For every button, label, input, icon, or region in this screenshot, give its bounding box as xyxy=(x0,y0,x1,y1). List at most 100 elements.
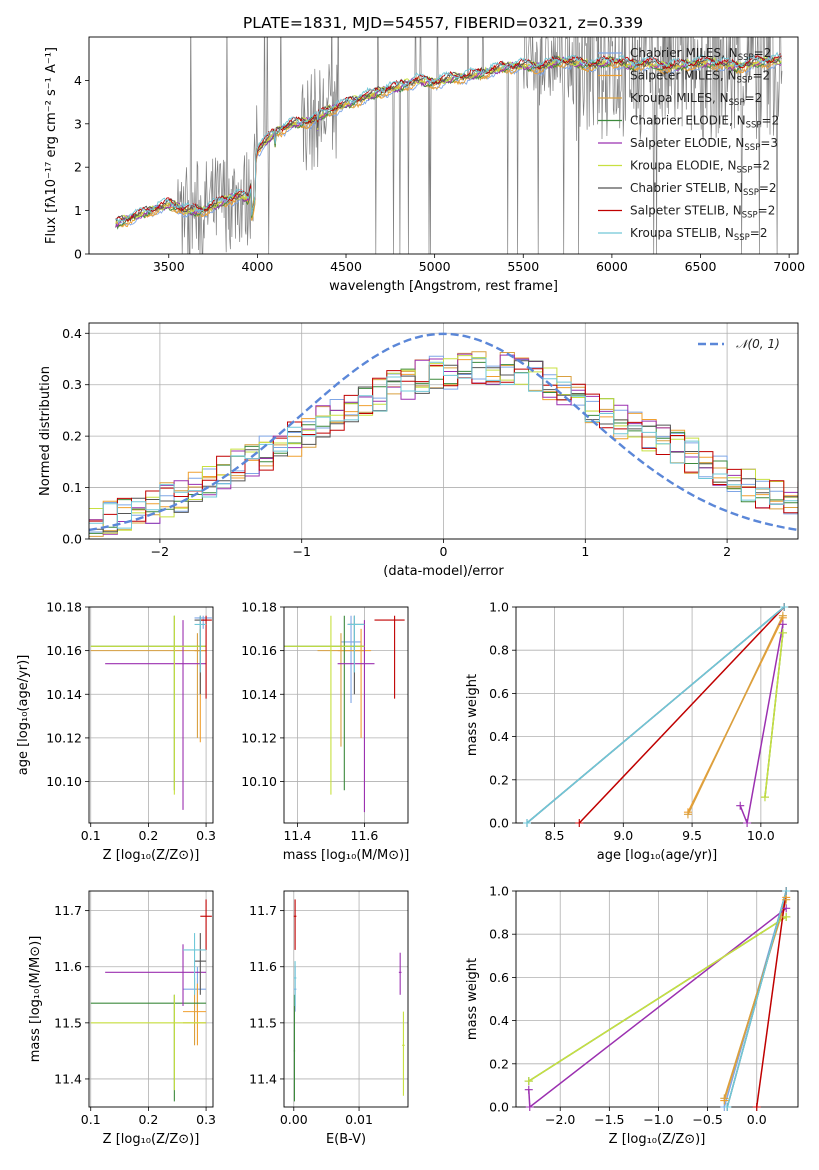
legend-entry-chabrier-miles: Chabrier MILES, NSSP=2 xyxy=(630,46,771,63)
y-tick-label: 0.6 xyxy=(489,970,509,985)
y-tick-label: 3 xyxy=(74,116,82,131)
y-tick-label: 11.5 xyxy=(54,1015,82,1030)
errorbar-kroupa-stelib xyxy=(293,961,297,1007)
panel-spectrum: 3500 4000 4500 5000 5500 6000 6500 7000 0 1 2 3 4 wav… xyxy=(44,36,805,294)
x-axis-label: Z [log₁₀(Z/Z⊙)] xyxy=(103,1132,200,1147)
plot-area-mass-vs-EBV xyxy=(293,899,405,1102)
x-tick-label: 6500 xyxy=(685,259,717,274)
x-tick-label: 5500 xyxy=(507,259,539,274)
mass-weight-line-kroupa-stelib xyxy=(726,891,787,1107)
x-tick-label: 2 xyxy=(723,544,731,559)
x-tick-label: 6000 xyxy=(596,259,628,274)
legend-entry-normal: 𝒩(0, 1) xyxy=(736,337,780,351)
panel-massweight-vs-Z: −2.0 −1.5 −1.0 −0.5 0.0 0.0 0.2 0.4 0.6 0.8 1.0 Z [… xyxy=(465,884,799,1147)
mass-weight-marker-salpeter-stelib xyxy=(575,819,584,827)
x-axis-label: Z [log₁₀(Z/Z⊙)] xyxy=(609,1132,706,1147)
y-tick-label: 10.10 xyxy=(46,774,82,789)
mass-weight-line-salpeter-elodie xyxy=(739,624,784,823)
axes-frame xyxy=(515,890,799,1108)
mass-weight-marker-salpeter-stelib xyxy=(752,1103,761,1111)
errorbar-salpeter-elodie xyxy=(337,620,375,813)
axes-frame xyxy=(515,606,799,824)
mass-weight-line-salpeter-stelib xyxy=(755,891,787,1107)
mass-weight-marker-salpeter-elodie xyxy=(743,819,752,827)
x-tick-label: 4500 xyxy=(330,259,362,274)
y-tick-label: 10.14 xyxy=(241,687,277,702)
spectrum-legend: Chabrier MILES, NSSP=2 Salpeter MILES, NS… xyxy=(598,46,779,243)
y-axis-label: mass weight xyxy=(465,958,480,1040)
plot-area-massweight-vs-Z xyxy=(528,891,787,1107)
y-tick-label: 11.5 xyxy=(249,1015,277,1030)
mass-weight-line-kroupa-miles xyxy=(687,615,784,815)
mass-weight-line-kroupa-elodie xyxy=(528,916,787,1082)
histogram-chabrier-miles xyxy=(89,355,798,533)
y-tick-label: 0.4 xyxy=(489,1013,509,1028)
mass-weight-marker-kroupa-elodie xyxy=(782,912,791,921)
errorbar-salpeter-elodie xyxy=(398,952,402,995)
y-tick-label: 2 xyxy=(74,160,82,175)
mass-weight-marker-kroupa-elodie xyxy=(760,793,769,802)
plot-area-residuals xyxy=(89,332,798,537)
x-tick-label: 7000 xyxy=(773,259,805,274)
y-tick-label: 10.12 xyxy=(241,730,277,745)
errorbar-kroupa-stelib xyxy=(194,615,207,673)
errorbar-kroupa-stelib xyxy=(183,933,207,995)
histogram-kroupa-stelib xyxy=(89,357,798,529)
panel-age-vs-Z: 0.1 0.2 0.3 10.10 10.12 10.14 10.16 10.18 Z [log… xyxy=(16,600,216,864)
histogram-salpeter-stelib xyxy=(89,364,798,522)
histogram-kroupa-miles xyxy=(89,351,798,537)
mass-weight-line-salpeter-elodie xyxy=(528,907,787,1107)
model-line-kroupa-stelib xyxy=(115,51,782,223)
y-tick-label: 0.0 xyxy=(489,816,509,831)
mass-weight-marker-kroupa-stelib xyxy=(723,1103,732,1111)
panel-massweight-vs-age: 8.5 9.0 9.5 10.0 0.0 0.2 0.4 0.6 0.8 1.0 age [log₁… xyxy=(465,600,799,863)
y-tick-label: 11.7 xyxy=(249,903,277,918)
legend-entry-chabrier-elodie: Chabrier ELODIE, NSSP=2 xyxy=(630,114,779,131)
x-tick-label: 0.0 xyxy=(747,1112,767,1127)
mass-weight-marker-salpeter-elodie xyxy=(736,801,745,810)
legend-entry-salpeter-miles: Salpeter MILES, NSSP=2 xyxy=(630,69,770,86)
legend-entry-salpeter-stelib: Salpeter STELIB, NSSP=2 xyxy=(630,204,775,221)
y-tick-label: 11.7 xyxy=(54,903,82,918)
x-tick-label: 0.01 xyxy=(345,1112,373,1127)
x-axis-label: Z [log₁₀(Z/Z⊙)] xyxy=(103,848,200,863)
mass-weight-line-kroupa-miles xyxy=(723,899,787,1099)
x-tick-label: 5000 xyxy=(419,259,451,274)
y-tick-label: 0.4 xyxy=(62,326,82,341)
mass-weight-marker-kroupa-elodie xyxy=(524,1077,533,1086)
x-tick-label: −1 xyxy=(292,544,310,559)
y-tick-label: 11.4 xyxy=(249,1071,277,1086)
errorbar-salpeter-elodie xyxy=(105,620,207,810)
y-tick-label: 1.0 xyxy=(489,600,509,615)
y-tick-label: 10.14 xyxy=(46,687,82,702)
legend-entry-kroupa-elodie: Kroupa ELODIE, NSSP=2 xyxy=(630,159,770,176)
plot-area-mass-vs-Z xyxy=(90,899,212,1102)
plot-area-massweight-vs-age xyxy=(526,607,785,823)
x-axis-label: age [log₁₀(age/yr)] xyxy=(597,848,718,863)
x-tick-label: 9.5 xyxy=(682,828,702,843)
legend-entry-chabrier-stelib: Chabrier STELIB, NSSP=2 xyxy=(630,181,777,198)
y-axis-label: Normed distribution xyxy=(38,366,53,496)
x-tick-label: 0 xyxy=(440,544,448,559)
axes-frame xyxy=(88,890,214,1108)
y-tick-label: 10.10 xyxy=(241,774,277,789)
legend-entry-kroupa-stelib: Kroupa STELIB, NSSP=2 xyxy=(630,226,768,243)
x-axis-label: mass [log₁₀(M/M⊙)] xyxy=(283,848,410,863)
y-tick-label: 10.16 xyxy=(241,643,277,658)
y-tick-label: 0.0 xyxy=(62,532,82,547)
errorbar-salpeter-elodie xyxy=(105,944,207,1007)
y-axis-label: Flux [fλ10⁻¹⁷ erg cm⁻² s⁻¹ A⁻¹] xyxy=(44,47,59,244)
mass-weight-marker-salpeter-elodie xyxy=(782,904,791,913)
y-tick-label: 0.2 xyxy=(489,772,509,787)
x-tick-label: 8.5 xyxy=(545,828,565,843)
mass-weight-marker-kroupa-stelib xyxy=(782,887,791,895)
x-tick-label: 1 xyxy=(581,544,589,559)
y-tick-label: 1.0 xyxy=(489,884,509,899)
x-axis-label: E(B-V) xyxy=(326,1132,366,1147)
x-tick-label: 11.6 xyxy=(351,828,379,843)
y-axis-label: age [log₁₀(age/yr)] xyxy=(16,655,31,776)
mass-weight-marker-kroupa-stelib xyxy=(523,819,532,827)
y-tick-label: 0.8 xyxy=(489,643,509,658)
x-tick-label: 0.2 xyxy=(138,1112,158,1127)
